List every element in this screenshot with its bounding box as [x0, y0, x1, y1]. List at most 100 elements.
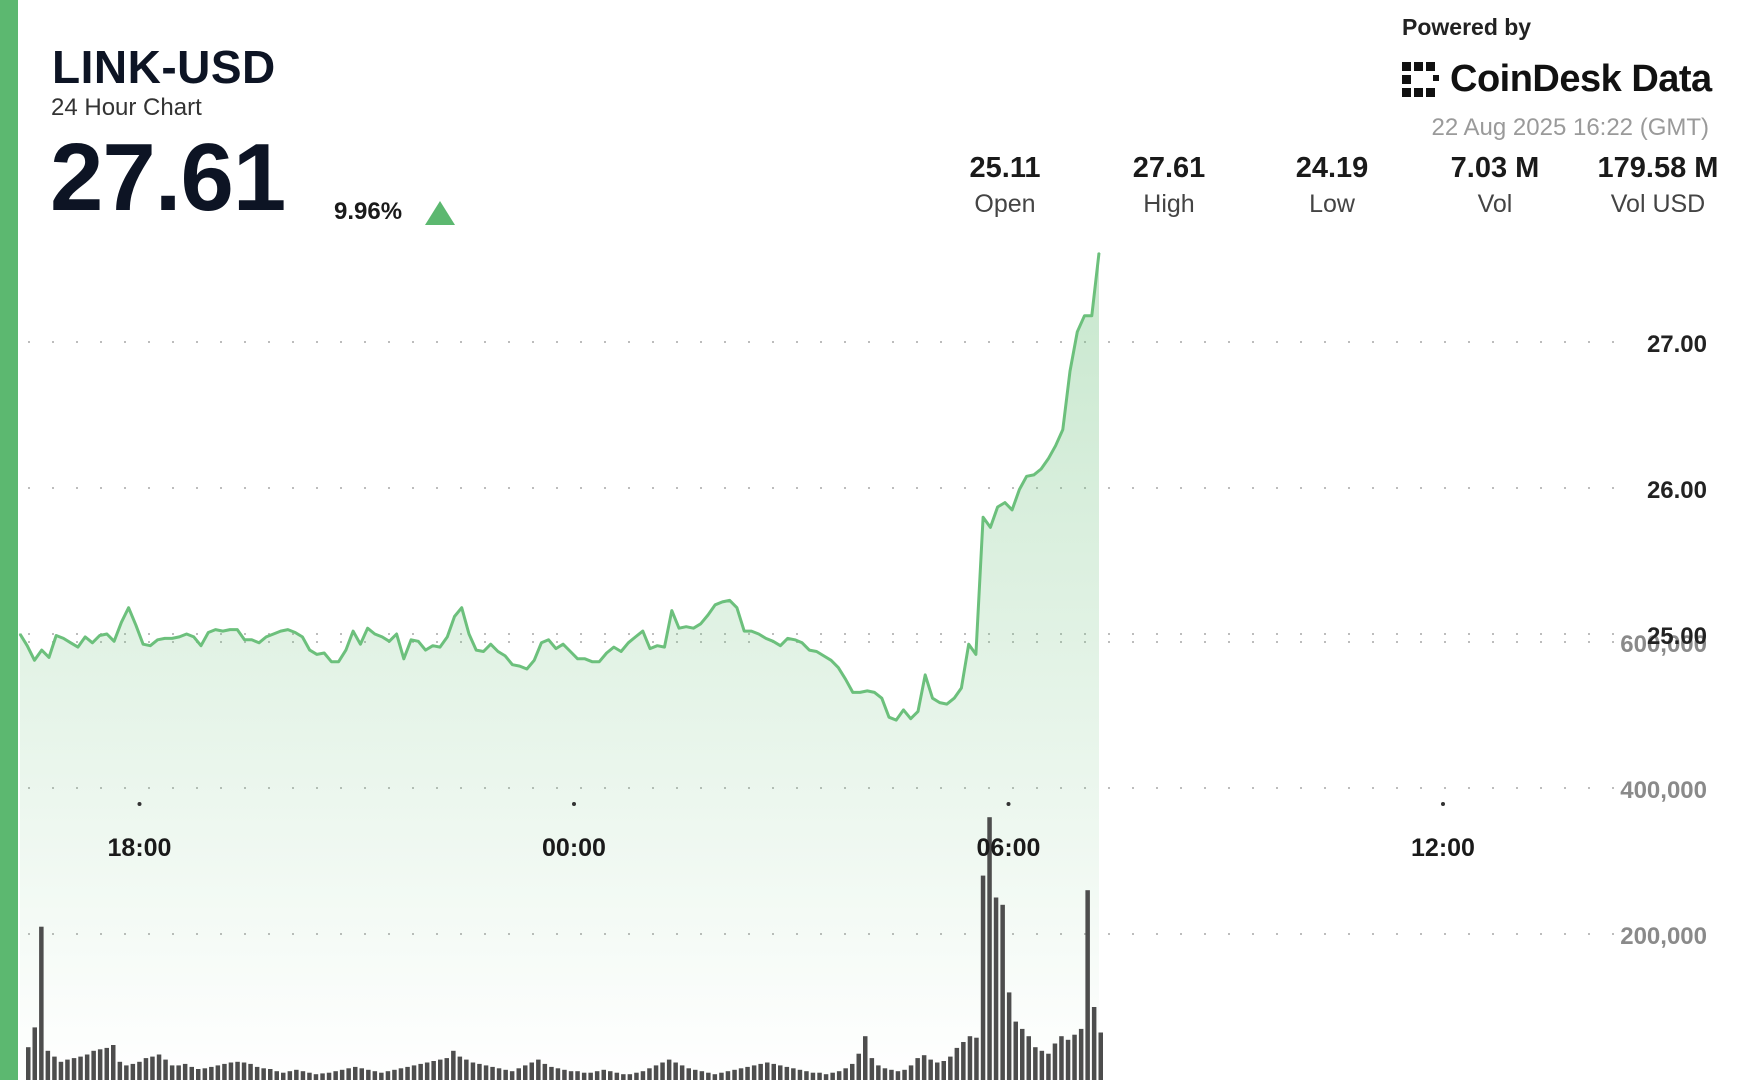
- price-point-68: [511, 663, 514, 666]
- price-point-24: [193, 636, 195, 638]
- price-point-26: [207, 631, 210, 634]
- price-point-70: [526, 668, 528, 670]
- volume-bar-156: [1046, 1053, 1051, 1080]
- price-point-7: [69, 642, 72, 644]
- price-point-88: [656, 644, 659, 647]
- price-point-95: [707, 614, 709, 616]
- price-point-0: [19, 633, 21, 635]
- price-point-92: [685, 625, 687, 628]
- x-tick-label-0: 18:00: [108, 834, 172, 862]
- price-point-17: [142, 643, 144, 645]
- volume-bar-97: [660, 1062, 665, 1080]
- volume-bar-69: [477, 1063, 482, 1080]
- stat-high-value: 27.61: [1132, 152, 1206, 184]
- price-point-128: [946, 703, 948, 705]
- price-point-78: [584, 658, 586, 660]
- price-point-77: [576, 658, 579, 660]
- volume-bar-103: [699, 1071, 705, 1080]
- price-point-136: [1004, 501, 1006, 504]
- volume-bar-141: [948, 1056, 953, 1080]
- volume-bar-42: [300, 1071, 306, 1080]
- price-point-55: [417, 640, 420, 643]
- price-point-101: [750, 630, 753, 632]
- volume-bar-147: [987, 817, 992, 1080]
- stat-vol-label: Vol: [1477, 190, 1513, 218]
- price-point-69: [518, 665, 521, 667]
- volume-bar-101: [686, 1068, 691, 1080]
- volume-bar-70: [483, 1065, 489, 1080]
- volume-bar-117: [791, 1068, 796, 1080]
- volume-bar-38: [274, 1071, 279, 1080]
- volume-bar-77: [529, 1062, 534, 1080]
- price-point-56: [424, 649, 427, 651]
- price-point-28: [222, 630, 224, 632]
- volume-bar-90: [614, 1072, 620, 1080]
- volume-bar-110: [745, 1066, 750, 1080]
- volume-bar-108: [732, 1069, 737, 1080]
- price-point-120: [888, 716, 890, 718]
- price-point-18: [149, 644, 152, 647]
- price-point-113: [837, 666, 840, 669]
- volume-bar-20: [156, 1054, 162, 1080]
- volume-bar-149: [1000, 904, 1005, 1080]
- volume-bar-16: [130, 1063, 136, 1080]
- price-point-51: [388, 640, 391, 643]
- volume-bar-54: [379, 1072, 384, 1080]
- volume-bar-7: [71, 1058, 77, 1080]
- volume-bar-137: [921, 1055, 927, 1080]
- volume-bar-27: [202, 1068, 208, 1080]
- price-point-141: [1040, 468, 1042, 470]
- stat-low-value: 24.19: [1295, 152, 1369, 184]
- volume-bar-107: [725, 1071, 731, 1080]
- x-tick-dot-1: [572, 802, 576, 806]
- volume-bar-133: [895, 1071, 901, 1080]
- volume-bar-159: [1065, 1039, 1071, 1080]
- timestamp: 22 Aug 2025 16:22 (GMT): [1431, 114, 1710, 141]
- volume-bar-86: [588, 1072, 593, 1080]
- volume-bar-26: [196, 1069, 201, 1080]
- price-point-53: [403, 658, 405, 660]
- price-point-103: [765, 637, 767, 640]
- x-tick-label-2: 06:00: [977, 834, 1041, 862]
- price-point-147: [1083, 314, 1086, 317]
- volume-bar-127: [856, 1053, 861, 1080]
- volume-bar-120: [810, 1072, 816, 1080]
- volume-bar-45: [320, 1073, 325, 1080]
- price-point-106: [786, 637, 789, 640]
- price-point-35: [272, 633, 275, 635]
- volume-bar-124: [836, 1071, 842, 1080]
- price-point-34: [265, 636, 268, 638]
- volume-bar-109: [738, 1068, 744, 1080]
- x-tick-label-1: 00:00: [542, 834, 606, 862]
- stat-low-label: Low: [1309, 190, 1355, 218]
- volume-bar-8: [78, 1056, 83, 1080]
- price-point-13: [113, 640, 115, 643]
- volume-bar-88: [601, 1069, 606, 1080]
- x-tick-dot-0: [137, 802, 142, 806]
- price-point-134: [989, 526, 992, 529]
- stat-open-label: Open: [974, 190, 1036, 218]
- price-point-102: [757, 633, 760, 635]
- volume-bar-100: [679, 1065, 685, 1080]
- price-point-140: [1033, 474, 1035, 476]
- price-point-85: [634, 636, 637, 638]
- price-point-38: [294, 631, 297, 634]
- price-point-32: [250, 639, 253, 641]
- price-point-21: [171, 637, 173, 640]
- volume-tick-label-0: 200,000: [1620, 923, 1707, 950]
- price-point-115: [852, 691, 854, 694]
- volume-bar-105: [712, 1074, 718, 1080]
- price-point-109: [808, 649, 811, 651]
- price-point-72: [540, 642, 543, 644]
- price-point-99: [736, 606, 738, 609]
- volume-bar-12: [104, 1047, 109, 1080]
- volume-bar-131: [882, 1068, 888, 1080]
- volume-bar-48: [339, 1069, 345, 1080]
- volume-bar-22: [169, 1065, 175, 1080]
- price-point-67: [504, 655, 507, 657]
- price-point-49: [374, 633, 376, 635]
- price-point-90: [671, 609, 673, 612]
- price-point-14: [120, 621, 123, 624]
- price-tick-label-1: 26.00: [1647, 477, 1707, 504]
- accent-bar: [0, 0, 18, 1080]
